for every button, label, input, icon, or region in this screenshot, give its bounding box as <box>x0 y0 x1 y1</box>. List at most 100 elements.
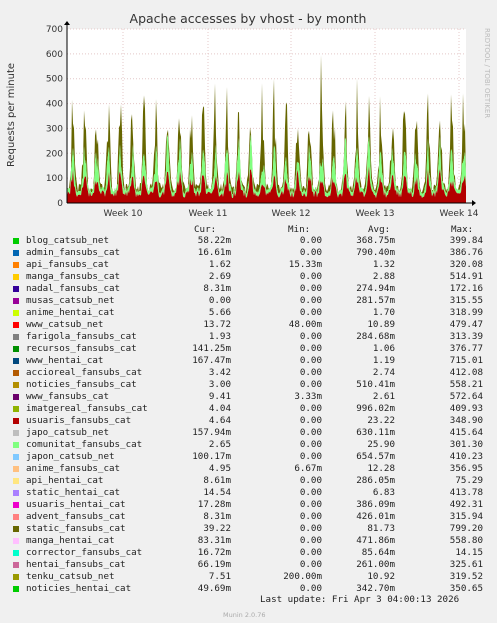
legend-avg: 2.88 <box>372 271 395 282</box>
legend-name: accioreal_fansubs_cat <box>26 367 143 378</box>
x-tick-label: Week 12 <box>272 209 311 219</box>
x-tick-label: Week 13 <box>356 209 395 219</box>
legend-cur: 17.28m <box>197 499 231 510</box>
legend-name: manga_hentai_cat <box>26 535 115 546</box>
legend-name: anime_hentai_cat <box>26 307 115 318</box>
legend-swatch <box>13 454 19 460</box>
chart-title: Apache accesses by vhost - by month <box>130 11 367 26</box>
legend-max: 415.64 <box>449 427 483 438</box>
legend-avg: 286.05m <box>356 475 395 486</box>
legend-name: anime_fansubs_cat <box>26 463 121 474</box>
legend-avg: 1.32 <box>372 259 395 270</box>
legend-swatch <box>13 478 19 484</box>
legend-swatch <box>13 562 19 568</box>
legend-name: tenku_catsub_net <box>26 571 115 582</box>
legend-row: usuaris_fansubs_cat 4.64 0.00 23.22 348.90 <box>0 415 497 427</box>
legend-swatch <box>13 514 19 520</box>
legend-cur: 16.61m <box>197 247 231 258</box>
area-usuaris-fansubs-cat <box>67 166 466 203</box>
legend-max: 75.29 <box>455 475 483 486</box>
legend-min: 200.00m <box>283 571 322 582</box>
legend-name: imatgereal_fansubs_cat <box>26 403 148 414</box>
legend-swatch <box>13 298 19 304</box>
y-tick-label: 300 <box>46 124 63 134</box>
legend-min: 0.00 <box>299 523 322 534</box>
legend-name: www_hentai_cat <box>26 355 104 366</box>
legend-avg: 274.94m <box>356 283 395 294</box>
area-comunitat-fansubs-cat <box>67 133 466 198</box>
legend-row: anime_fansubs_cat 4.95 6.67m 12.28 356.95 <box>0 463 497 475</box>
legend-avg: 1.70 <box>372 307 395 318</box>
legend-avg: 85.64m <box>361 547 395 558</box>
legend-name: api_fansubs_cat <box>26 259 109 270</box>
legend-max: 356.95 <box>449 463 483 474</box>
legend-row: manga_hentai_cat 83.31m 0.00 471.86m 558.80 <box>0 535 497 547</box>
legend-row: blog_catsub_net 58.22m 0.00 368.75m 399.84 <box>0 235 497 247</box>
legend-max: 558.21 <box>449 379 483 390</box>
legend-min: 48.00m <box>288 319 322 330</box>
legend-row: usuaris_hentai_cat 17.28m 0.00 386.09m 492.3… <box>0 499 497 511</box>
y-tick-label: 400 <box>46 100 63 110</box>
legend-min: 0.00 <box>299 535 322 546</box>
legend-avg: 12.28 <box>367 463 395 474</box>
legend-max: 715.01 <box>449 355 483 366</box>
legend-avg: 261.00m <box>356 559 395 570</box>
legend-cur: 83.31m <box>197 535 231 546</box>
legend-cur: 5.66 <box>208 307 231 318</box>
legend-row: noticies_hentai_cat 49.69m 0.00 342.70m 350.… <box>0 583 497 595</box>
legend-avg: 10.89 <box>367 319 395 330</box>
legend-min: 0.00 <box>299 499 322 510</box>
legend-name: noticies_fansubs_cat <box>26 379 137 390</box>
legend-name: noticies_hentai_cat <box>26 583 132 594</box>
legend-row: farigola_fansubs_cat 1.93 0.00 284.68m 313.3… <box>0 331 497 343</box>
legend-row: accioreal_fansubs_cat 3.42 0.00 2.74 412.08 <box>0 367 497 379</box>
legend-min: 0.00 <box>299 439 322 450</box>
y-axis-label: Requests per minute <box>6 63 17 167</box>
legend-min: 0.00 <box>299 583 322 594</box>
legend-avg: 2.61 <box>372 391 395 402</box>
legend-header-max: Max: <box>451 224 474 235</box>
legend-max: 320.08 <box>449 259 483 270</box>
legend-cur: 3.42 <box>208 367 231 378</box>
x-tick-label: Week 11 <box>189 209 228 219</box>
legend-cur: 39.22 <box>203 523 231 534</box>
y-tick-label: 600 <box>46 50 63 60</box>
y-axis-arrow <box>64 21 70 25</box>
legend-cur: 2.65 <box>208 439 231 450</box>
munin-version: Munin 2.0.76 <box>223 611 266 619</box>
legend-name: admin_fansubs_cat <box>26 247 121 258</box>
legend-max: 325.61 <box>449 559 483 570</box>
legend-swatch <box>13 586 19 592</box>
legend-cur: 13.72 <box>203 319 231 330</box>
legend-avg: 471.86m <box>356 535 395 546</box>
legend-swatch <box>13 334 19 340</box>
area-static-fansubs-cat <box>67 55 466 195</box>
last-update: Last update: Fri Apr 3 04:00:13 2026 <box>260 594 460 605</box>
legend-min: 15.33m <box>288 259 322 270</box>
legend-avg: 426.01m <box>356 511 395 522</box>
legend-header-avg: Avg: <box>368 224 391 235</box>
legend-row: comunitat_fansubs_cat 2.65 0.00 25.90 301.30 <box>0 439 497 451</box>
x-tick-label: Week 14 <box>440 209 479 219</box>
legend-min: 0.00 <box>299 295 322 306</box>
legend-avg: 386.09m <box>356 499 395 510</box>
legend-swatch <box>13 370 19 376</box>
legend-name: static_hentai_cat <box>26 487 121 498</box>
legend-row: corrector_fansubs_cat 16.72m 0.00 85.64m 14.… <box>0 547 497 559</box>
legend-min: 0.00 <box>299 235 322 246</box>
legend-avg: 510.41m <box>356 379 395 390</box>
legend-row: tenku_catsub_net 7.51 200.00m 10.92 319.52 <box>0 571 497 583</box>
legend-max: 558.80 <box>449 535 483 546</box>
legend-cur: 8.31m <box>203 511 231 522</box>
y-tick-label: 0 <box>57 199 63 209</box>
legend-row: noticies_fansubs_cat 3.00 0.00 510.41m 558.2… <box>0 379 497 391</box>
legend-min: 0.00 <box>299 307 322 318</box>
legend-cur: 2.69 <box>208 271 231 282</box>
legend-avg: 630.11m <box>356 427 395 438</box>
legend-min: 0.00 <box>299 403 322 414</box>
legend-row: www_fansubs_cat 9.41 3.33m 2.61 572.64 <box>0 391 497 403</box>
legend-name: japon_catsub_net <box>26 451 115 462</box>
legend-avg: 23.22 <box>367 415 395 426</box>
legend-min: 0.00 <box>299 379 322 390</box>
legend-swatch <box>13 466 19 472</box>
